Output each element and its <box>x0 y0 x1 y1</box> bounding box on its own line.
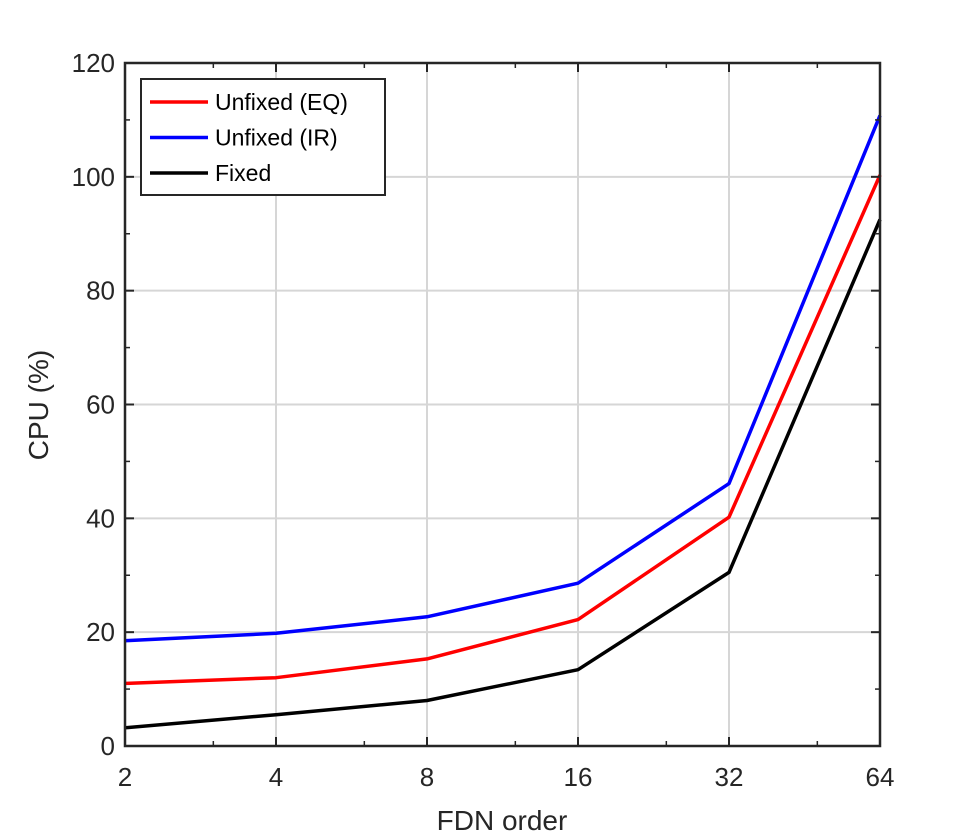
y-tick-labels: 0 20 40 60 80 100 120 <box>72 48 115 761</box>
x-axis-title: FDN order <box>437 805 568 836</box>
y-tick-label: 40 <box>86 503 115 533</box>
y-tick-label: 20 <box>86 617 115 647</box>
x-tick-label: 64 <box>866 762 895 792</box>
y-tick-label: 120 <box>72 48 115 78</box>
x-tick-label: 32 <box>715 762 744 792</box>
series-line-unfixed-ir <box>124 114 882 643</box>
series-lines <box>124 114 882 730</box>
series-line-unfixed-eq <box>124 174 882 686</box>
x-tick-label: 2 <box>118 762 132 792</box>
y-tick-label: 100 <box>72 162 115 192</box>
legend-label: Fixed <box>215 160 271 186</box>
grid <box>125 63 880 746</box>
x-tick-label: 8 <box>420 762 434 792</box>
x-tick-label: 4 <box>269 762 283 792</box>
y-tick-label: 0 <box>101 731 115 761</box>
x-tick-label: 16 <box>564 762 593 792</box>
plot-frame <box>123 61 882 748</box>
x-tick-labels: 2 4 8 16 32 64 <box>118 762 895 792</box>
series-line-fixed <box>124 218 882 730</box>
y-axis-title: CPU (%) <box>23 350 54 460</box>
legend-label: Unfixed (EQ) <box>215 89 348 115</box>
y-tick-label: 60 <box>86 390 115 420</box>
legend: Unfixed (EQ) Unfixed (IR) Fixed <box>140 78 386 196</box>
y-tick-label: 80 <box>86 276 115 306</box>
legend-label: Unfixed (IR) <box>215 125 338 151</box>
